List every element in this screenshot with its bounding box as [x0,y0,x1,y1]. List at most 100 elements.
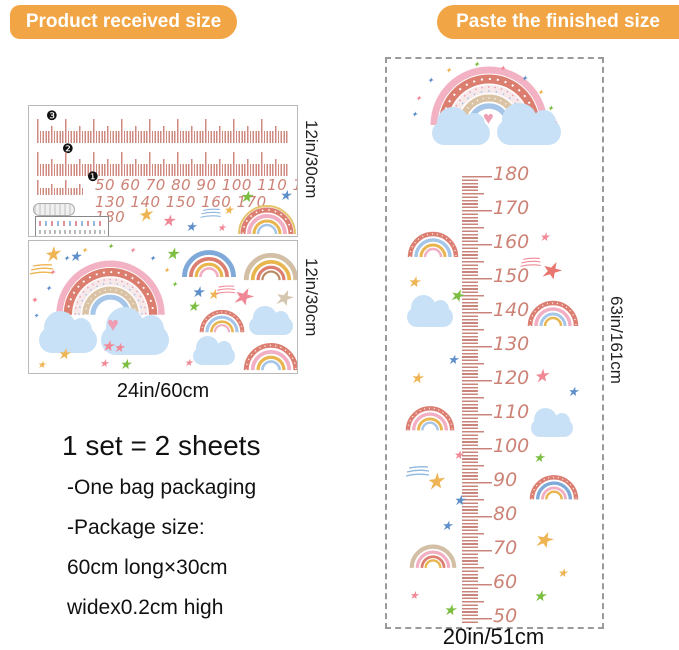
mini-chart-row [39,230,105,234]
circled-number-3: ❸ [46,108,58,123]
ruler-value: 50 [493,605,518,627]
sparkle-icon [63,255,70,263]
star-icon [409,591,419,602]
badge-paste-finished-size: Paste the finished size [437,5,679,39]
star-icon [37,361,46,371]
star-icon [187,299,200,313]
mini-chart-row [39,221,105,226]
sparkle-icon [107,243,114,251]
ruler-value: 90 [493,469,518,491]
star-icon [185,220,197,233]
star-icon [407,275,420,290]
sparkle-icon [31,297,37,304]
sparkle-icon [521,75,528,83]
cloud-icon [531,408,573,437]
heart-icon [107,315,119,335]
description-line: -One bag packaging [67,476,257,499]
rainbow-icon [405,406,455,431]
ruler-value: 180 [493,163,530,185]
sparkle-icon [129,247,136,255]
ruler-value: 100 [493,435,530,457]
description-line: -Package size: [67,516,205,539]
cloud-icon [249,306,293,335]
circled-number-2: ❷ [62,141,74,156]
package-description: 1 set = 2 sheets -One bag packaging -Pac… [62,430,260,636]
ruler-value: 150 [493,265,530,287]
star-icon [453,449,464,461]
sparkle-icon [45,285,52,293]
star-icon [531,527,554,552]
cloud-icon [432,106,490,145]
ruler-value: 160 [493,231,530,253]
sparkle-icon [445,67,452,75]
cloud-icon [193,336,235,365]
cloud-icon [407,295,453,327]
sparkle-icon [411,111,418,119]
ruler-strip-3 [37,119,289,143]
finished-growth-chart-panel: 180 170 160 150 140 130 120 110 100 90 8… [385,57,604,629]
rainbow-icon [182,250,236,277]
heart-icon [483,109,494,127]
rainbow-icon [199,309,245,333]
star-icon [533,589,546,604]
chart-width-label: 20in/51cm [442,624,545,649]
ruler-value: 110 [493,401,530,423]
star-icon [533,451,545,464]
star-icon [410,371,423,386]
sparkle-icon [81,247,88,255]
sparkle-icon [149,255,156,263]
circled-number-1: ❶ [87,169,99,184]
rainbow-icon [243,343,297,371]
sparkle-icon [33,313,39,320]
rainbow-icon [243,253,297,281]
star-icon [119,357,132,371]
star-icon [99,359,109,370]
ruler-strip-2 [37,152,289,176]
rainbow-icon [407,231,459,257]
sparkle-icon [163,267,170,275]
ruler-value: 80 [493,503,518,525]
sheet2-height-label: 12in/30cm [302,258,321,337]
badge-product-received-size: Product received size [10,5,237,39]
star-icon [567,385,579,398]
sparkle-icon [49,269,56,277]
rainbow-icon [238,205,296,235]
star-icon [453,493,466,507]
star-icon [271,285,294,310]
cloud-icon [497,103,561,145]
sparkle-icon [427,77,434,85]
chart-height-label: 63in/161cm [607,296,626,384]
sticker-sheet-rulers: ❸ ❷ ❶ 50 60 70 80 90 100 110 120 130 140… [28,105,298,237]
cloud-icon [39,311,97,353]
description-line: 60cm long×30cm [67,556,228,579]
star-icon [443,603,456,618]
sparkle-icon [415,95,422,103]
star-icon [57,347,70,362]
sparkle-icon [171,281,178,289]
star-icon [135,205,155,226]
star-icon [165,247,179,263]
shooting-star-trail-icon [200,208,221,218]
height-ruler [462,176,492,624]
stamp-icon [33,203,75,216]
set-title: 1 set = 2 sheets [62,430,261,461]
star-icon [101,339,114,354]
sticker-sheet-rainbows [28,240,298,374]
star-icon [424,470,447,495]
mini-chart-preview-box [35,216,109,236]
description-line: widex0.2cm high [67,596,224,619]
sparkle-icon [473,61,480,69]
star-icon [532,366,550,386]
ruler-numbers-row-1: 50 60 70 80 90 100 110 120 [95,176,297,194]
ruler-value: 170 [493,197,530,219]
rainbow-icon [409,544,457,568]
ruler-value: 140 [493,299,530,321]
star-icon [536,257,563,285]
rainbow-icon [527,300,579,327]
star-icon [113,341,125,354]
rainbow-icon [56,260,165,315]
ruler-strip-1 [37,180,83,195]
sheet1-height-label: 12in/30cm [302,120,321,199]
sparkle-icon [537,89,544,97]
